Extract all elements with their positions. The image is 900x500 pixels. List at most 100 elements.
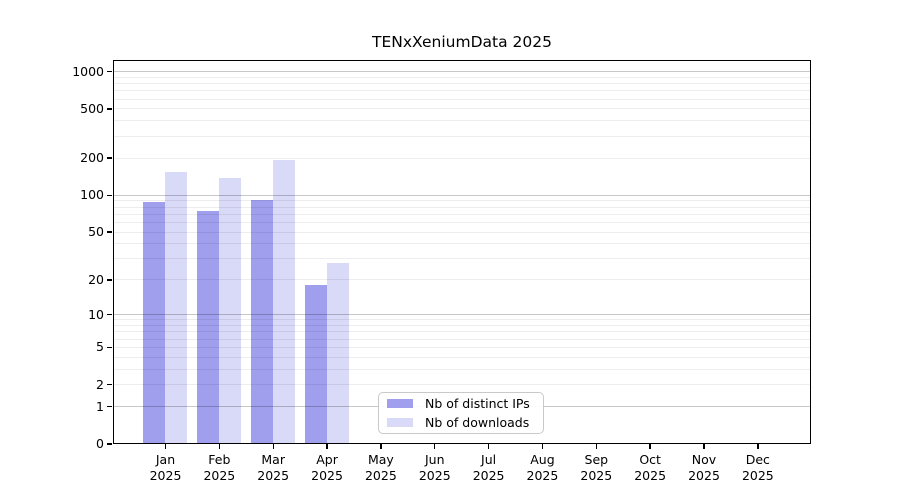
minor-gridline bbox=[113, 83, 810, 85]
x-tick-month: Jan bbox=[155, 452, 176, 467]
minor-gridline bbox=[113, 325, 810, 327]
legend-label-distinct-ips: Nb of distinct IPs bbox=[425, 396, 530, 411]
minor-gridline bbox=[113, 213, 810, 215]
x-tick-label: Sep 2025 bbox=[568, 452, 624, 483]
x-tick-year: 2025 bbox=[472, 467, 505, 483]
x-tick-month: Oct bbox=[639, 452, 661, 467]
x-tick-label: Aug 2025 bbox=[514, 452, 570, 483]
y-tick-label: 2 bbox=[96, 376, 104, 392]
minor-gridline bbox=[113, 319, 810, 321]
minor-gridline bbox=[113, 157, 810, 159]
y-tick-mark bbox=[107, 384, 112, 386]
chart-title: TENxXeniumData 2025 bbox=[372, 33, 552, 51]
bar-jan-downloads bbox=[165, 171, 187, 443]
y-tick-label: 1 bbox=[96, 398, 104, 414]
y-tick-mark bbox=[107, 70, 112, 73]
minor-gridline bbox=[113, 243, 810, 245]
minor-gridline bbox=[113, 200, 810, 202]
y-tick-label: 100 bbox=[80, 187, 104, 203]
minor-gridline bbox=[113, 221, 810, 223]
x-tick-month: Apr bbox=[316, 452, 338, 467]
x-tick-year: 2025 bbox=[364, 467, 397, 483]
x-tick-year: 2025 bbox=[741, 467, 774, 483]
x-tick-year: 2025 bbox=[526, 467, 559, 483]
x-tick-mark bbox=[487, 444, 490, 449]
x-tick-year: 2025 bbox=[203, 467, 236, 483]
x-tick-month: Jun bbox=[424, 452, 445, 467]
minor-gridline bbox=[113, 206, 810, 208]
y-tick-mark bbox=[107, 314, 112, 316]
minor-gridline bbox=[113, 356, 810, 358]
y-tick-mark bbox=[107, 346, 112, 349]
minor-gridline bbox=[113, 120, 810, 122]
bar-feb-distinct-ips bbox=[196, 211, 219, 443]
x-tick-month: Nov bbox=[691, 452, 717, 467]
x-tick-year: 2025 bbox=[311, 467, 343, 483]
x-tick-month: Feb bbox=[208, 452, 231, 467]
y-tick-label: 5 bbox=[96, 339, 104, 355]
major-gridline bbox=[113, 71, 810, 73]
x-tick-mark bbox=[218, 444, 221, 449]
y-tick-label: 200 bbox=[80, 150, 104, 166]
x-tick-label: Jun 2025 bbox=[407, 452, 463, 483]
legend-swatch-downloads bbox=[387, 418, 413, 427]
legend: Nb of distinct IPs Nb of downloads bbox=[378, 392, 544, 434]
minor-gridline bbox=[113, 76, 810, 78]
y-tick-mark bbox=[107, 108, 112, 110]
y-tick-label: 50 bbox=[88, 224, 104, 240]
minor-gridline bbox=[113, 258, 810, 260]
x-tick-month: Dec bbox=[745, 452, 770, 467]
x-tick-mark bbox=[326, 444, 328, 449]
minor-gridline bbox=[113, 135, 810, 137]
x-tick-label: Apr 2025 bbox=[299, 452, 355, 483]
x-tick-mark bbox=[380, 444, 382, 449]
x-tick-mark bbox=[595, 444, 597, 449]
bar-apr-downloads bbox=[326, 262, 349, 443]
x-tick-mark bbox=[703, 444, 705, 449]
x-tick-year: 2025 bbox=[634, 467, 667, 483]
x-tick-month: Jul bbox=[481, 452, 497, 467]
legend-swatch-distinct-ips bbox=[387, 399, 413, 408]
bar-mar-distinct-ips bbox=[250, 199, 273, 443]
y-tick-label: 1000 bbox=[72, 63, 104, 79]
x-tick-year: 2025 bbox=[580, 467, 613, 483]
x-tick-label: Nov 2025 bbox=[676, 452, 732, 483]
x-tick-label: Feb 2025 bbox=[191, 452, 247, 483]
x-tick-year: 2025 bbox=[257, 467, 290, 483]
x-tick-mark bbox=[757, 444, 759, 449]
x-tick-month: Sep bbox=[584, 452, 609, 467]
y-tick-mark bbox=[107, 279, 112, 281]
legend-label-downloads: Nb of downloads bbox=[425, 415, 530, 430]
bar-mar-downloads bbox=[272, 159, 295, 443]
minor-gridline bbox=[113, 98, 810, 100]
minor-gridline bbox=[113, 346, 810, 348]
y-tick-label: 10 bbox=[88, 306, 104, 322]
minor-gridline bbox=[113, 338, 810, 340]
x-tick-year: 2025 bbox=[418, 467, 451, 483]
legend-item-distinct-ips: Nb of distinct IPs bbox=[387, 396, 543, 411]
x-tick-month: Aug bbox=[530, 452, 555, 467]
x-tick-mark bbox=[541, 444, 544, 449]
x-tick-month: Mar bbox=[261, 452, 285, 467]
y-tick-label: 0 bbox=[96, 436, 104, 451]
x-tick-mark bbox=[272, 444, 274, 449]
minor-gridline bbox=[113, 368, 810, 370]
bar-jan-distinct-ips bbox=[143, 202, 165, 443]
y-tick-mark bbox=[107, 157, 112, 159]
minor-gridline bbox=[113, 108, 810, 110]
bar-feb-downloads bbox=[218, 178, 241, 443]
y-tick-mark bbox=[107, 194, 112, 196]
minor-gridline bbox=[113, 331, 810, 333]
x-tick-label: Dec 2025 bbox=[730, 452, 786, 483]
x-tick-year: 2025 bbox=[149, 467, 182, 483]
legend-item-downloads: Nb of downloads bbox=[387, 415, 543, 430]
bar-apr-distinct-ips bbox=[304, 285, 327, 443]
x-tick-mark bbox=[164, 444, 167, 449]
x-tick-mark bbox=[649, 444, 651, 449]
x-tick-year: 2025 bbox=[688, 467, 720, 483]
x-tick-label: Mar 2025 bbox=[245, 452, 301, 483]
y-tick-label: 500 bbox=[80, 100, 104, 116]
major-gridline bbox=[113, 314, 810, 316]
x-tick-label: Oct 2025 bbox=[622, 452, 678, 483]
